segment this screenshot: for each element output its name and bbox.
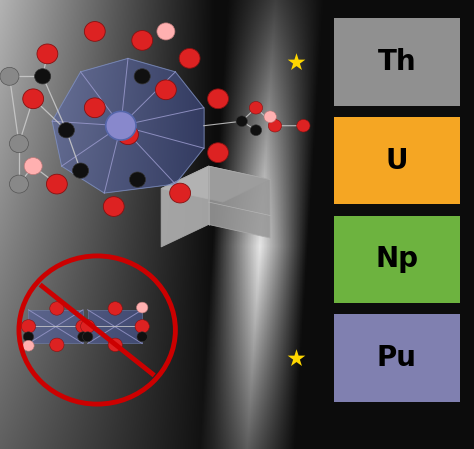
FancyBboxPatch shape <box>334 216 460 303</box>
Circle shape <box>46 174 67 194</box>
Circle shape <box>78 332 88 342</box>
Circle shape <box>9 175 28 193</box>
Circle shape <box>37 44 58 64</box>
Text: Pu: Pu <box>377 344 417 372</box>
Circle shape <box>84 98 105 118</box>
Circle shape <box>135 320 149 333</box>
Text: U: U <box>386 146 408 175</box>
Circle shape <box>155 80 176 100</box>
Circle shape <box>268 119 282 132</box>
Circle shape <box>23 340 34 351</box>
Circle shape <box>24 158 42 175</box>
Circle shape <box>81 320 95 333</box>
Circle shape <box>250 125 262 136</box>
Circle shape <box>297 119 310 132</box>
Circle shape <box>249 101 263 114</box>
Circle shape <box>82 332 93 342</box>
Point <box>292 58 300 66</box>
Circle shape <box>108 302 122 315</box>
Circle shape <box>132 31 153 50</box>
FancyBboxPatch shape <box>334 18 460 106</box>
Circle shape <box>76 320 90 333</box>
FancyBboxPatch shape <box>88 310 142 343</box>
Circle shape <box>58 123 74 138</box>
Circle shape <box>108 338 122 352</box>
Circle shape <box>35 69 51 84</box>
FancyBboxPatch shape <box>28 310 83 343</box>
Circle shape <box>73 163 89 178</box>
Circle shape <box>179 48 200 68</box>
FancyBboxPatch shape <box>334 117 460 204</box>
Polygon shape <box>52 58 204 193</box>
Circle shape <box>21 320 36 333</box>
Circle shape <box>118 125 138 145</box>
Circle shape <box>236 116 247 127</box>
Circle shape <box>134 69 150 84</box>
Circle shape <box>106 111 136 140</box>
FancyBboxPatch shape <box>334 314 460 402</box>
Polygon shape <box>209 166 270 238</box>
Point <box>292 355 300 362</box>
Circle shape <box>129 172 146 187</box>
Polygon shape <box>161 166 270 202</box>
Circle shape <box>0 67 19 85</box>
Circle shape <box>208 143 228 163</box>
Circle shape <box>50 338 64 352</box>
Text: Np: Np <box>375 245 419 273</box>
Circle shape <box>50 302 64 315</box>
Circle shape <box>137 302 148 313</box>
Circle shape <box>23 332 34 342</box>
Text: Th: Th <box>378 48 416 76</box>
Circle shape <box>208 89 228 109</box>
Circle shape <box>264 111 276 123</box>
Circle shape <box>84 22 105 41</box>
Circle shape <box>157 23 175 40</box>
Polygon shape <box>161 166 209 247</box>
Circle shape <box>103 197 124 216</box>
Circle shape <box>9 135 28 153</box>
Circle shape <box>137 332 147 342</box>
Circle shape <box>23 89 44 109</box>
Circle shape <box>170 183 191 203</box>
